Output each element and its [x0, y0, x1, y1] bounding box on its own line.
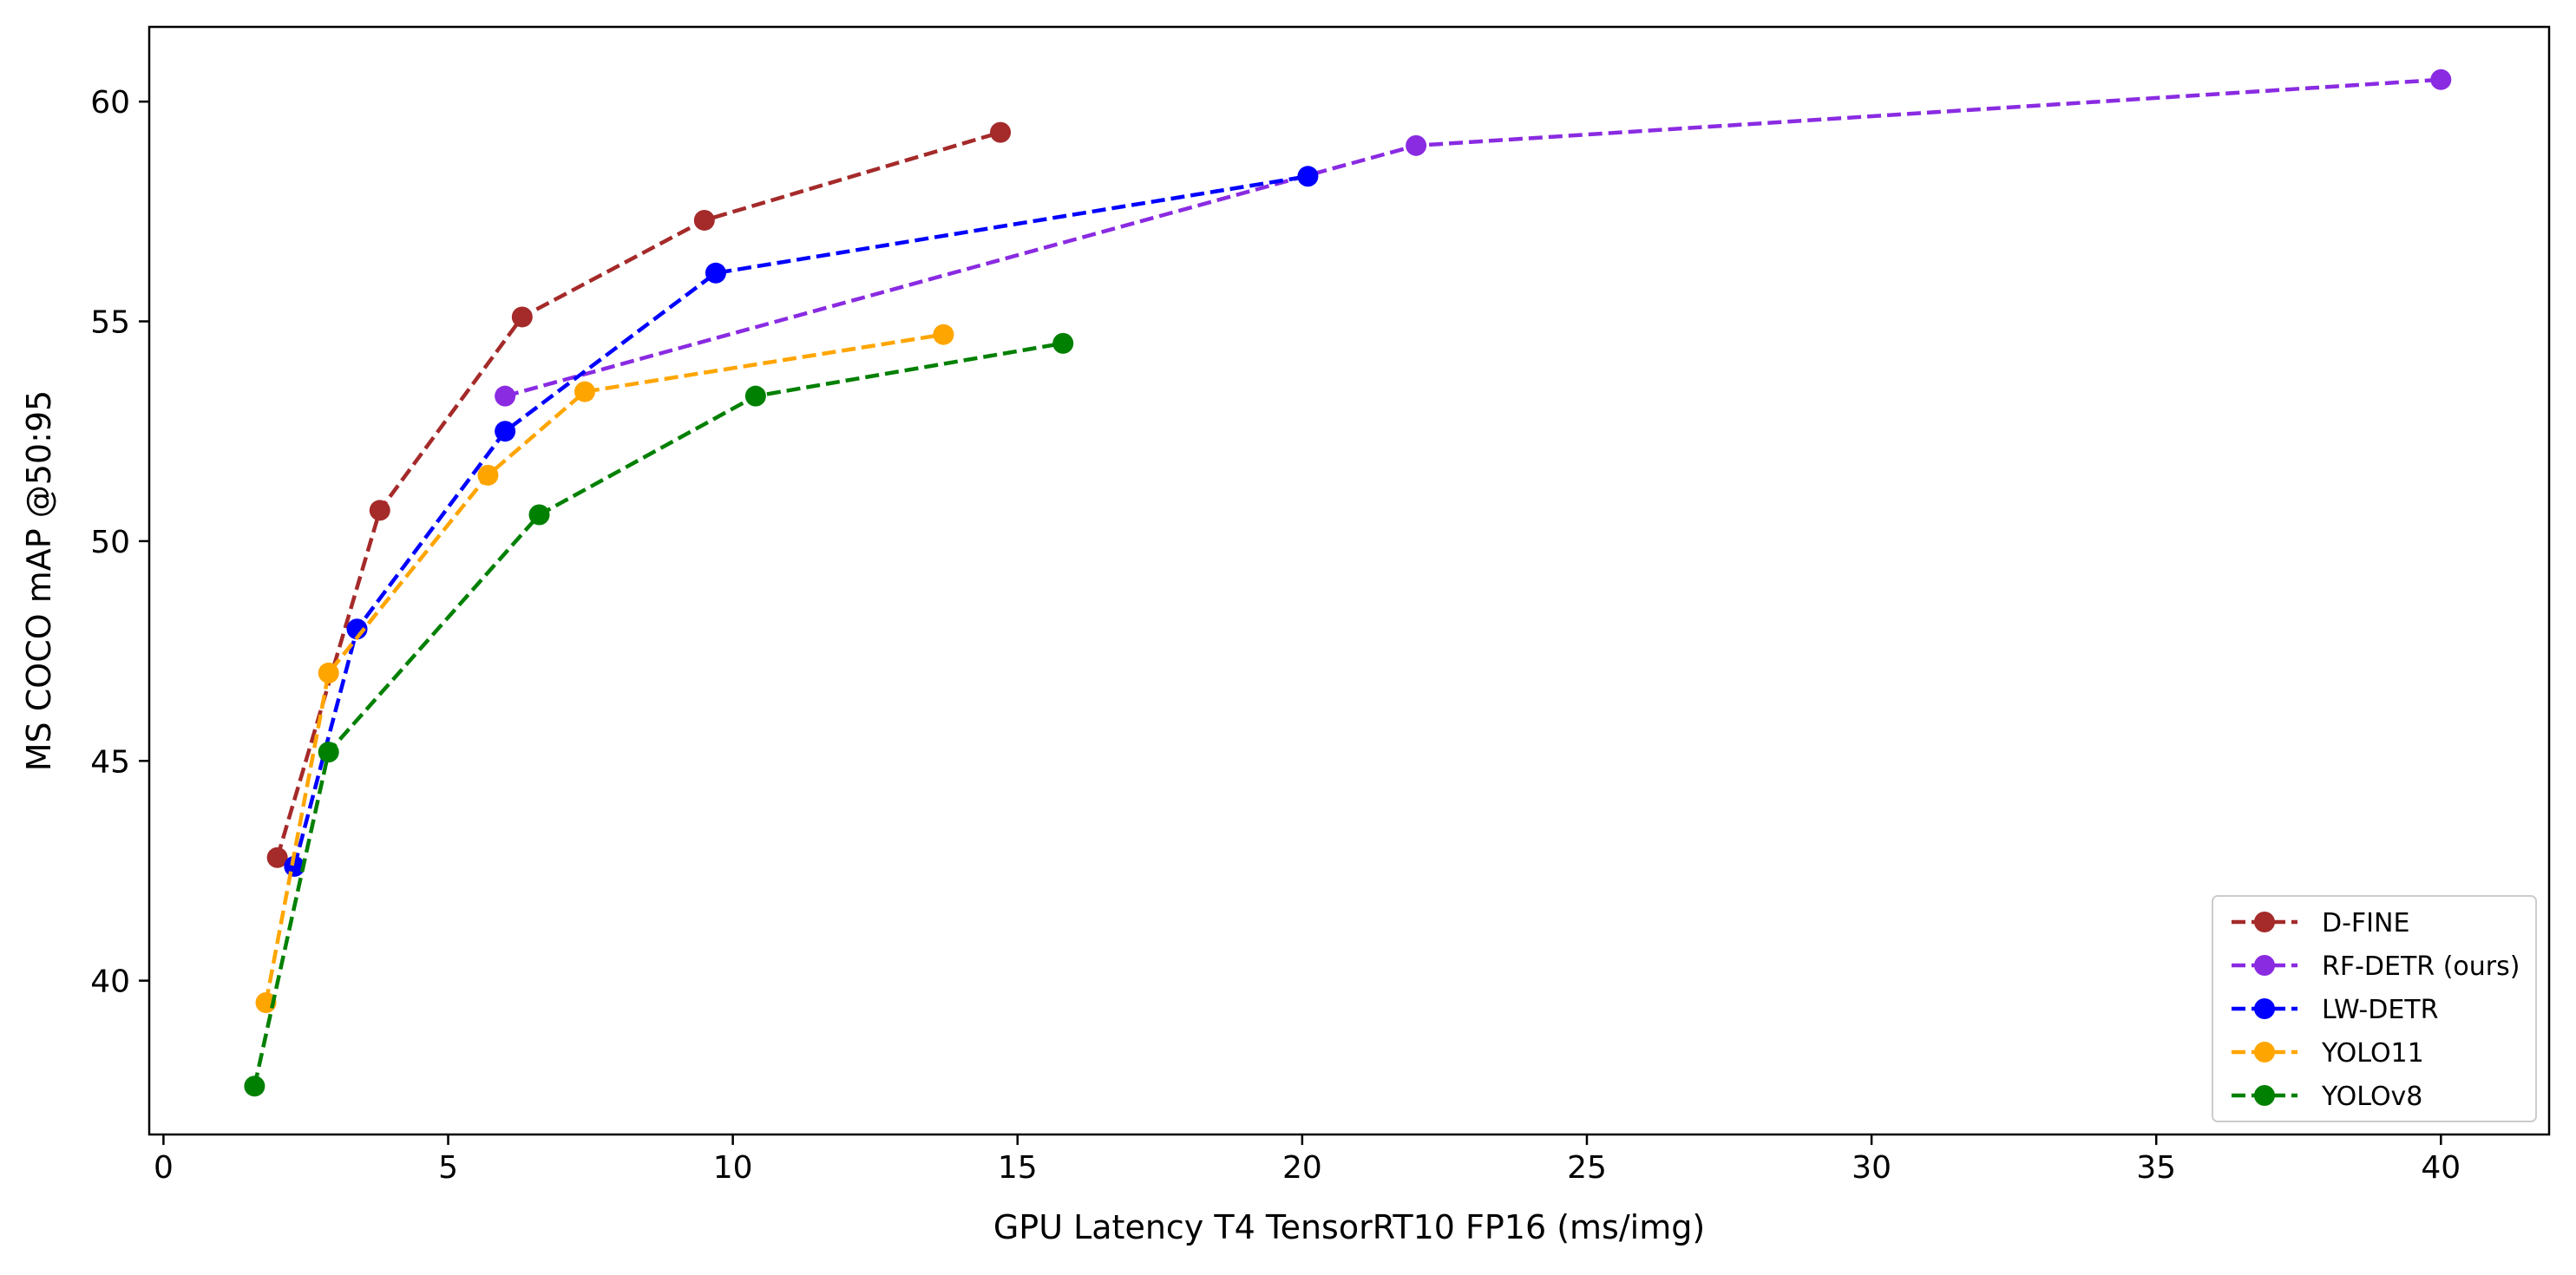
legend-marker — [2254, 955, 2275, 976]
x-axis-label: GPU Latency T4 TensorRT10 FP16 (ms/img) — [993, 1208, 1705, 1246]
legend-marker — [2254, 1085, 2275, 1106]
series-lw-detr — [284, 166, 1319, 877]
y-tick-label: 45 — [90, 744, 130, 780]
y-tick-label: 40 — [90, 964, 130, 1000]
data-point-yolov8 — [1052, 332, 1074, 354]
data-point-yolo11 — [574, 381, 596, 402]
x-tick-label: 40 — [2421, 1150, 2461, 1186]
x-tick-label: 30 — [1852, 1150, 1891, 1186]
plot-frame — [147, 25, 2551, 1136]
data-point-d-fine — [693, 209, 715, 231]
legend-label: YOLO11 — [2321, 1038, 2424, 1069]
series-yolo11 — [255, 324, 954, 1013]
x-tick-label: 20 — [1282, 1150, 1322, 1186]
legend-label: RF-DETR (ours) — [2322, 951, 2520, 982]
x-tick-label: 15 — [998, 1150, 1038, 1186]
x-tick-label: 0 — [154, 1150, 174, 1186]
y-tick-label: 50 — [90, 525, 130, 560]
data-point-yolo11 — [318, 662, 339, 683]
data-point-yolov8 — [528, 504, 550, 526]
y-tick-label: 55 — [90, 305, 130, 341]
tick-labels: 0 5 10 15 20 25 30 35 40 40 45 50 55 60 — [90, 85, 2461, 1186]
legend-label: LW-DETR — [2322, 995, 2438, 1025]
series-yolov8 — [244, 332, 1074, 1097]
series-d-fine — [266, 121, 1012, 868]
legend-label: D-FINE — [2322, 908, 2409, 938]
legend-item-rf-detr-ours: RF-DETR (ours) — [2232, 951, 2520, 982]
legend-item-lw-detr: LW-DETR — [2232, 995, 2438, 1025]
y-tick-label: 60 — [90, 85, 130, 121]
tick-marks — [139, 100, 2442, 1145]
legend-item-yolo11: YOLO11 — [2232, 1038, 2424, 1069]
data-point-yolov8 — [244, 1076, 265, 1097]
data-point-lw-detr — [1297, 166, 1319, 187]
data-point-d-fine — [511, 306, 533, 328]
data-point-d-fine — [990, 121, 1012, 143]
x-tick-label: 25 — [1567, 1150, 1607, 1186]
data-point-lw-detr — [705, 262, 726, 284]
series-rf-detr-ours — [495, 69, 2452, 407]
data-point-rf-detr-ours — [1406, 134, 1427, 156]
data-point-yolo11 — [933, 324, 954, 345]
legend-item-yolov8: YOLOv8 — [2232, 1082, 2422, 1112]
data-point-yolov8 — [744, 385, 766, 407]
data-point-rf-detr-ours — [2430, 69, 2452, 90]
x-tick-label: 5 — [438, 1150, 458, 1186]
legend-box — [2212, 895, 2537, 1122]
legend-marker — [2254, 998, 2275, 1019]
data-point-lw-detr — [495, 421, 516, 442]
legend-item-d-fine: D-FINE — [2232, 908, 2409, 938]
x-tick-label: 35 — [2136, 1150, 2176, 1186]
legend: D-FINE RF-DETR (ours) LW-DETR YOLO11 YOLOv8 — [2212, 895, 2537, 1122]
data-point-d-fine — [369, 500, 390, 521]
x-tick-label: 10 — [713, 1150, 753, 1186]
plot-series — [244, 69, 2452, 1097]
legend-marker — [2254, 912, 2275, 932]
legend-label: YOLOv8 — [2321, 1082, 2422, 1112]
y-axis-label: MS COCO mAP @50:95 — [20, 390, 58, 771]
legend-marker — [2254, 1042, 2275, 1062]
data-point-yolo11 — [477, 464, 499, 486]
data-point-d-fine — [266, 847, 288, 868]
data-point-yolov8 — [318, 742, 339, 763]
data-point-rf-detr-ours — [495, 385, 516, 407]
